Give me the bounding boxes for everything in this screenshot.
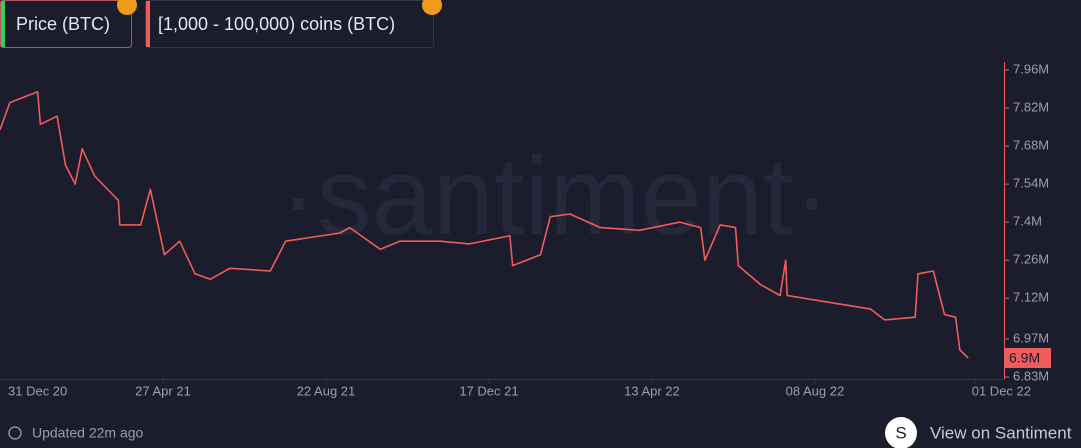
toggle-label: [1,000 - 100,000) coins (BTC)	[158, 14, 395, 34]
x-tick-label: 31 Dec 20	[8, 383, 67, 398]
metric-toggle[interactable]: Price (BTC)	[0, 0, 138, 48]
y-tick-label: 7.4M	[1013, 214, 1042, 229]
last-value-label: 6.9M	[1009, 350, 1040, 366]
toggle-label: Price (BTC)	[16, 14, 110, 34]
link-text: View on Santiment	[930, 423, 1072, 442]
santiment-link[interactable]: S View on Santiment	[885, 417, 1072, 448]
badge-icon	[422, 0, 442, 15]
metric-toggle[interactable]: [1,000 - 100,000) coins (BTC)	[145, 0, 443, 48]
last-value-badge	[1005, 347, 1051, 368]
toggle-color	[146, 1, 150, 47]
y-tick-label: 7.82M	[1013, 99, 1049, 114]
x-tick-label: 01 Dec 22	[972, 383, 1031, 398]
y-tick-label: 6.97M	[1013, 330, 1049, 345]
x-tick-label: 27 Apr 21	[135, 383, 191, 398]
y-tick-label: 7.54M	[1013, 176, 1049, 191]
y-tick-label: 7.68M	[1013, 138, 1049, 153]
toggle-box	[145, 0, 434, 48]
x-tick-label: 13 Apr 22	[624, 383, 680, 398]
updated-text: Updated 22m ago	[32, 425, 144, 441]
y-tick-label: 7.26M	[1013, 252, 1049, 267]
refresh-icon	[8, 426, 22, 440]
x-tick-label: 08 Aug 22	[786, 383, 845, 398]
y-tick-label: 6.83M	[1013, 368, 1049, 383]
series-line	[0, 90, 969, 359]
watermark: ·santiment·	[280, 135, 830, 258]
logo	[885, 417, 917, 448]
y-tick-label: 7.96M	[1013, 61, 1049, 76]
logo-text: S	[895, 423, 906, 442]
x-tick-label: 22 Aug 21	[297, 383, 356, 398]
toggle-color	[1, 1, 5, 47]
badge-icon	[117, 0, 137, 15]
x-tick-label: 17 Dec 21	[459, 383, 518, 398]
y-tick-label: 7.12M	[1013, 290, 1049, 305]
toggle-box	[0, 0, 132, 48]
